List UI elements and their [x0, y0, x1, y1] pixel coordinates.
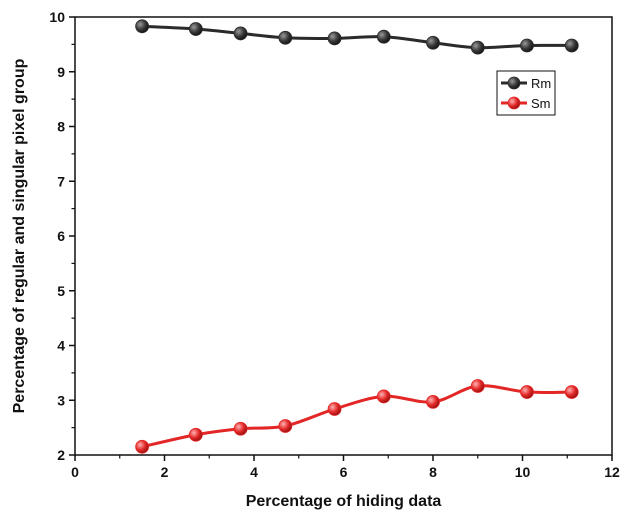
data-point-rm: [520, 38, 534, 53]
data-point-sm: [564, 385, 579, 399]
x-axis-title: Percentage of hiding data: [246, 493, 442, 510]
legend-box: [496, 70, 556, 116]
data-point-sm: [135, 439, 150, 454]
data-point-sm: [470, 379, 485, 393]
y-axis-title: Percentage of regular and singular pixel…: [11, 58, 28, 413]
x-tick-label: 6: [340, 464, 348, 480]
series-line-rm: [142, 24, 572, 50]
legend-marker-rm: [507, 76, 521, 90]
y-tick-label: 8: [57, 119, 65, 135]
data-point-rm: [376, 29, 391, 44]
data-point-sm: [233, 421, 248, 436]
y-tick-label: 7: [57, 173, 65, 189]
data-point-sm: [426, 394, 440, 409]
legend: Rm Sm: [496, 70, 556, 116]
x-tick-label: 10: [515, 464, 531, 480]
y-tick-label: 5: [57, 283, 65, 299]
legend-label-sm: Sm: [531, 96, 551, 111]
data-point-rm: [426, 35, 440, 50]
data-point-sm: [188, 427, 203, 442]
y-tick-label: 6: [57, 228, 65, 244]
data-point-rm: [188, 22, 203, 36]
y-tick-label: 10: [49, 9, 65, 25]
series-line-sm: [141, 384, 572, 449]
x-tick-label: 8: [429, 464, 437, 480]
y-tick-label: 9: [57, 64, 65, 80]
y-tick-label: 2: [57, 447, 65, 463]
data-point-rm: [564, 38, 579, 53]
data-point-sm: [520, 385, 534, 399]
legend-label-rm: Rm: [531, 76, 551, 91]
data-point-rm: [327, 31, 342, 46]
y-tick-label: 3: [57, 392, 65, 408]
data-point-rm: [278, 30, 293, 45]
data-point-sm: [327, 402, 342, 416]
data-point-rm: [135, 19, 150, 34]
series-layer: [135, 19, 579, 454]
y-tick-label: 4: [57, 338, 65, 354]
data-point-rm: [233, 26, 248, 41]
x-axis-ticks: 0 2 4 6 8 10 12: [71, 455, 620, 480]
x-tick-label: 2: [161, 464, 169, 480]
data-point-sm: [278, 419, 293, 433]
legend-marker-sm: [507, 96, 521, 110]
x-tick-label: 0: [71, 464, 79, 480]
data-point-rm: [470, 40, 485, 55]
data-point-sm: [376, 389, 391, 404]
x-tick-label: 12: [604, 464, 620, 480]
x-tick-label: 4: [250, 464, 258, 480]
y-axis-ticks: 2 3 4 5 6 7 8 9 10: [49, 9, 75, 463]
